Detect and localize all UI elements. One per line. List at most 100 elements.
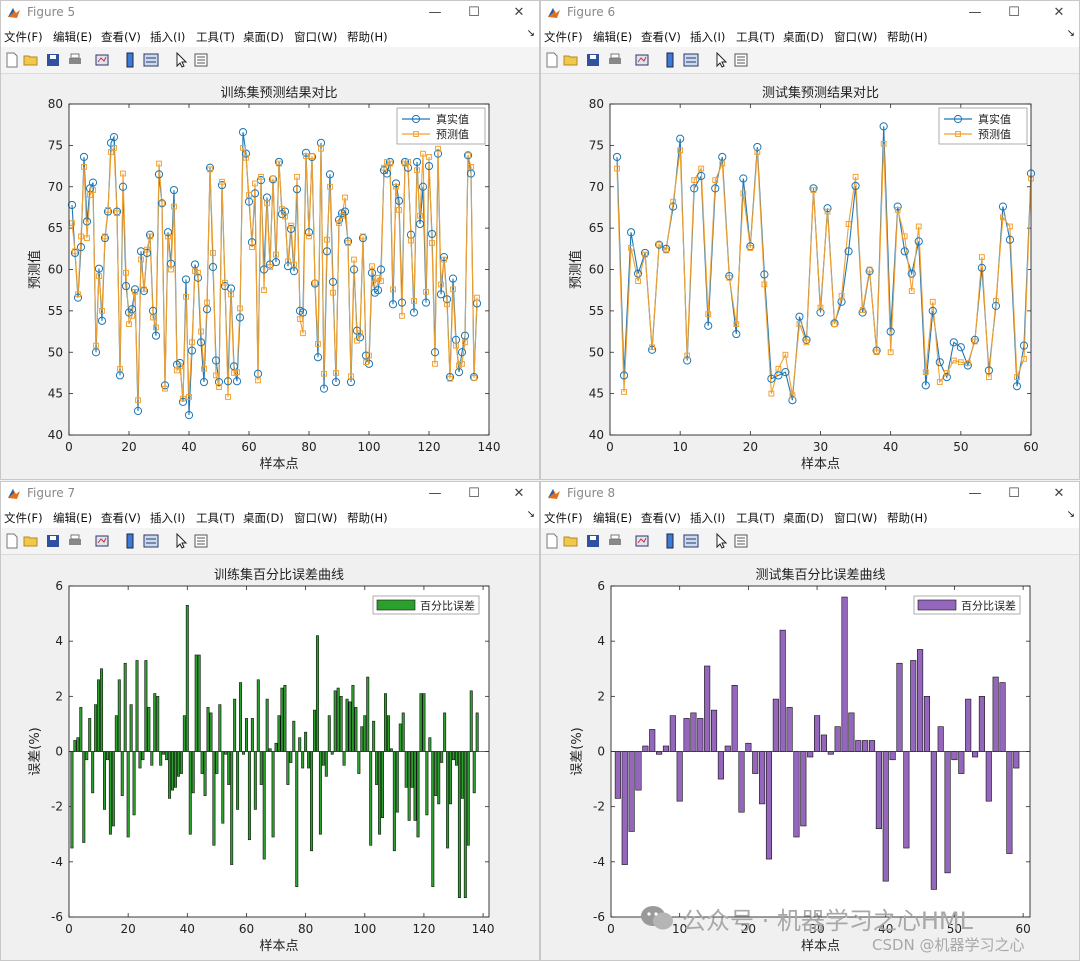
close-button[interactable]: ✕ — [1053, 486, 1065, 501]
print-icon[interactable] — [607, 52, 623, 68]
print-icon[interactable] — [67, 533, 83, 549]
menu-tools[interactable]: 工具(T) — [736, 30, 775, 44]
maximize-button[interactable]: ☐ — [468, 5, 480, 20]
predicted-value-point — [300, 330, 306, 337]
maximize-button[interactable]: ☐ — [1008, 5, 1020, 20]
menu-view[interactable]: 查看(V) — [101, 30, 141, 44]
menu-insert[interactable]: 插入(I) — [150, 511, 186, 525]
menu-help[interactable]: 帮助(H) — [347, 30, 388, 44]
menu-tools[interactable]: 工具(T) — [736, 511, 775, 525]
menu-desktop[interactable]: 桌面(D) — [783, 30, 824, 44]
menu-insert[interactable]: 插入(I) — [690, 511, 726, 525]
maximize-button[interactable]: ☐ — [468, 486, 480, 501]
new-file-icon[interactable] — [544, 52, 560, 68]
menu-window[interactable]: 窗口(W) — [294, 511, 338, 525]
menu-tools[interactable]: 工具(T) — [196, 30, 235, 44]
menu-file[interactable]: 文件(F) — [4, 30, 43, 44]
menu-help[interactable]: 帮助(H) — [347, 511, 388, 525]
predicted-value-point — [222, 279, 228, 286]
menu-file[interactable]: 文件(F) — [4, 511, 43, 525]
property-inspector-icon[interactable] — [733, 533, 749, 549]
new-file-icon[interactable] — [544, 533, 560, 549]
menu-window[interactable]: 窗口(W) — [294, 30, 338, 44]
predicted-value-point — [210, 250, 216, 256]
open-folder-icon[interactable] — [563, 533, 579, 549]
y-axis-label: 误差(%) — [570, 727, 585, 776]
link-plot-icon[interactable] — [634, 533, 650, 549]
save-icon[interactable] — [45, 52, 61, 68]
colorbar-icon[interactable] — [122, 533, 138, 549]
link-plot-icon[interactable] — [94, 533, 110, 549]
menu-desktop[interactable]: 桌面(D) — [783, 511, 824, 525]
link-plot-icon[interactable] — [94, 52, 110, 68]
legend-marker — [955, 131, 961, 137]
save-icon[interactable] — [45, 533, 61, 549]
menu-file[interactable]: 文件(F) — [544, 511, 583, 525]
true-value-point — [94, 264, 104, 273]
colorbar-icon[interactable] — [122, 52, 138, 68]
new-file-icon[interactable] — [4, 52, 20, 68]
print-icon[interactable] — [67, 52, 83, 68]
colorbar-icon[interactable] — [662, 52, 678, 68]
menu-help[interactable]: 帮助(H) — [887, 30, 928, 44]
save-icon[interactable] — [585, 52, 601, 68]
dock-arrow-icon[interactable]: ↘ — [526, 509, 535, 520]
link-plot-icon[interactable] — [634, 52, 650, 68]
error-bar — [138, 751, 142, 769]
menu-desktop[interactable]: 桌面(D) — [243, 511, 284, 525]
close-button[interactable]: ✕ — [513, 486, 525, 501]
minimize-button[interactable]: — — [968, 486, 982, 501]
error-bar — [759, 751, 766, 805]
new-file-icon[interactable] — [4, 533, 20, 549]
menu-edit[interactable]: 编辑(E) — [593, 511, 633, 525]
menu-insert[interactable]: 插入(I) — [150, 30, 186, 44]
menu-window[interactable]: 窗口(W) — [834, 511, 878, 525]
menu-help[interactable]: 帮助(H) — [887, 511, 928, 525]
y-tick-label: 80 — [48, 97, 63, 111]
predicted-value-point — [90, 187, 96, 193]
menu-file[interactable]: 文件(F) — [544, 30, 583, 44]
menu-view[interactable]: 查看(V) — [641, 30, 681, 44]
colorbar-icon[interactable] — [662, 533, 678, 549]
save-icon[interactable] — [585, 533, 601, 549]
minimize-button[interactable]: — — [428, 486, 442, 501]
menu-view[interactable]: 查看(V) — [641, 511, 681, 525]
menu-edit[interactable]: 编辑(E) — [593, 30, 633, 44]
dock-arrow-icon[interactable]: ↘ — [526, 28, 535, 39]
property-inspector-icon[interactable] — [193, 533, 209, 549]
menu-view[interactable]: 查看(V) — [101, 511, 141, 525]
property-inspector-icon[interactable] — [733, 52, 749, 68]
open-folder-icon[interactable] — [23, 52, 39, 68]
pointer-icon[interactable] — [713, 52, 729, 68]
dock-arrow-icon[interactable]: ↘ — [1066, 509, 1075, 520]
legend-icon[interactable] — [683, 52, 699, 68]
matlab-icon — [548, 8, 560, 18]
open-folder-icon[interactable] — [23, 533, 39, 549]
menu-tools[interactable]: 工具(T) — [196, 511, 235, 525]
menu-edit[interactable]: 编辑(E) — [53, 30, 93, 44]
pointer-icon[interactable] — [173, 52, 189, 68]
legend-icon[interactable] — [143, 533, 159, 549]
minimize-button[interactable]: — — [968, 5, 982, 20]
pointer-icon[interactable] — [173, 533, 189, 549]
minimize-button[interactable]: — — [428, 5, 442, 20]
true-value-point — [244, 197, 254, 206]
maximize-button[interactable]: ☐ — [1008, 486, 1020, 501]
pointer-icon[interactable] — [713, 533, 729, 549]
close-button[interactable]: ✕ — [513, 5, 525, 20]
close-button[interactable]: ✕ — [1053, 5, 1065, 20]
dock-arrow-icon[interactable]: ↘ — [1066, 28, 1075, 39]
error-bar — [855, 740, 862, 752]
error-bar — [233, 698, 237, 752]
menu-desktop[interactable]: 桌面(D) — [243, 30, 284, 44]
error-bar — [354, 707, 358, 752]
legend-icon[interactable] — [143, 52, 159, 68]
legend-icon[interactable] — [683, 533, 699, 549]
property-inspector-icon[interactable] — [193, 52, 209, 68]
open-folder-icon[interactable] — [563, 52, 579, 68]
menu-edit[interactable]: 编辑(E) — [53, 511, 93, 525]
menu-window[interactable]: 窗口(W) — [834, 30, 878, 44]
print-icon[interactable] — [607, 533, 623, 549]
figure-8-window: Figure 8 — ☐ ✕ 文件(F) 编辑(E) 查看(V) 插入(I) 工… — [540, 481, 1080, 961]
menu-insert[interactable]: 插入(I) — [690, 30, 726, 44]
